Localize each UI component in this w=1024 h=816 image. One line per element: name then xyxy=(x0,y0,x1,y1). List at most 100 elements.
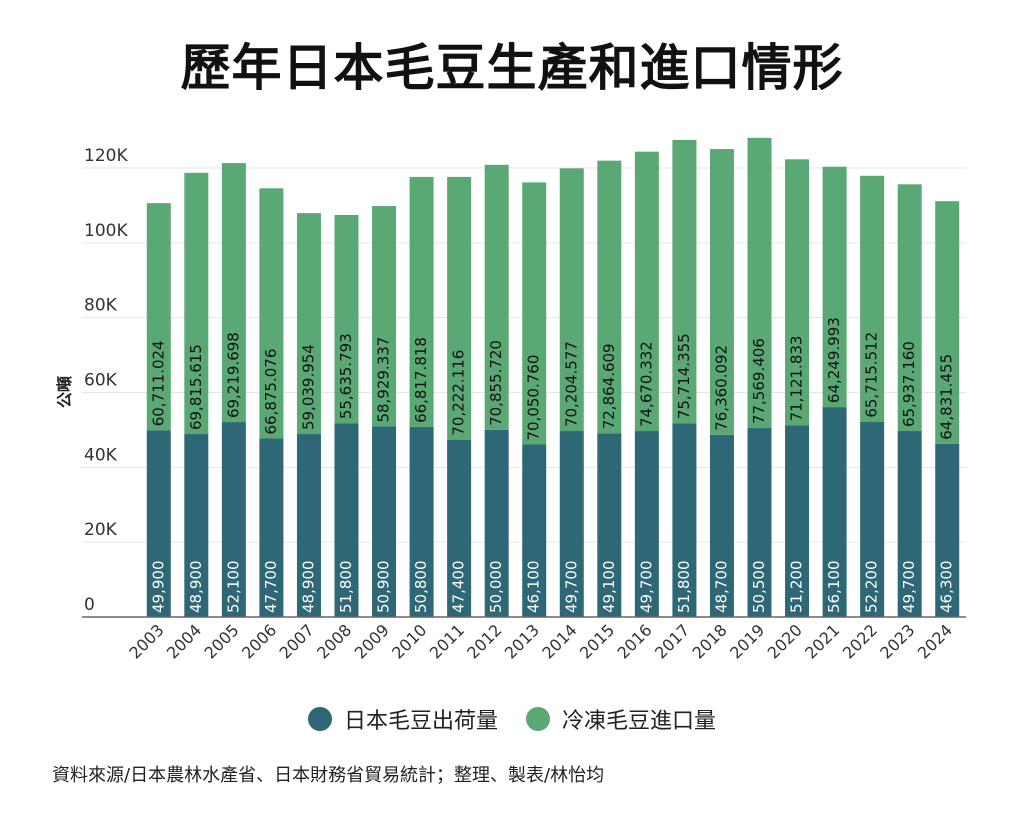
x-tick-label: 2006 xyxy=(238,620,280,662)
bar-domestic-2010 xyxy=(409,426,434,617)
bar-domestic-2008 xyxy=(334,423,359,617)
x-tick-label: 2010 xyxy=(388,620,430,662)
data-label-domestic: 49,900 xyxy=(149,561,167,614)
legend-label-domestic: 日本毛豆出荷量 xyxy=(343,709,498,734)
data-label-import: 69,219.698 xyxy=(224,332,242,418)
bar-import-2023 xyxy=(897,184,922,432)
x-tick-label: 2020 xyxy=(764,620,806,662)
bar-import-2004 xyxy=(184,172,209,435)
data-label-import: 71,121.833 xyxy=(788,336,806,422)
x-tick-label: 2023 xyxy=(876,620,918,662)
data-label-import: 66,817.818 xyxy=(412,337,430,423)
data-label-import: 64,249.993 xyxy=(825,317,843,403)
bar-domestic-2017 xyxy=(672,423,697,617)
data-label-domestic: 51,800 xyxy=(337,561,355,614)
x-tick-label: 2003 xyxy=(125,620,167,662)
x-tick-label: 2007 xyxy=(276,620,318,662)
data-label-domestic: 47,400 xyxy=(450,561,468,614)
bar-import-2016 xyxy=(634,151,659,432)
data-label-import: 55,635.793 xyxy=(337,333,355,419)
bar-import-2006 xyxy=(259,188,284,439)
bar-import-2007 xyxy=(296,213,321,435)
x-tick-label: 2016 xyxy=(613,620,655,662)
data-label-import: 60,711.024 xyxy=(149,340,167,426)
x-tick-label: 2019 xyxy=(726,620,768,662)
x-tick-label: 2022 xyxy=(839,620,881,662)
data-label-import: 70,050.760 xyxy=(525,355,543,441)
data-label-import: 70,204.577 xyxy=(562,341,580,427)
data-label-domestic: 50,900 xyxy=(375,561,393,614)
data-label-domestic: 46,100 xyxy=(525,561,543,614)
x-tick-label: 2018 xyxy=(689,620,731,662)
data-label-import: 77,569.406 xyxy=(750,338,768,424)
bar-import-2012 xyxy=(484,164,509,430)
x-tick-label: 2004 xyxy=(163,620,205,662)
legend-item-domestic[interactable]: 日本毛豆出荷量 xyxy=(307,703,498,735)
data-label-domestic: 49,700 xyxy=(562,561,580,614)
stacked-bar-chart: 0 20K 40K 60K 80K 100K 120K 公噸 49,900 60,711.024 2… xyxy=(55,137,966,663)
data-label-domestic: 51,200 xyxy=(788,561,806,614)
bar-domestic-2018 xyxy=(709,434,734,617)
data-label-import: 58,929.337 xyxy=(375,337,393,423)
data-label-import: 65,937.160 xyxy=(900,341,918,427)
data-label-domestic: 48,900 xyxy=(299,561,317,614)
bar-import-2019 xyxy=(747,137,772,429)
legend-swatch-import xyxy=(526,707,550,731)
y-tick-label: 120K xyxy=(84,146,128,166)
legend: 日本毛豆出荷量 冷凍毛豆進口量 xyxy=(0,703,1024,735)
bar-import-2003 xyxy=(146,203,171,431)
bar-domestic-2019 xyxy=(747,428,772,617)
bar-import-2021 xyxy=(822,166,847,408)
bar-import-2009 xyxy=(372,206,397,427)
data-label-import: 65,715.512 xyxy=(863,332,881,418)
data-label-import: 69,815.615 xyxy=(187,344,205,430)
bar-domestic-2022 xyxy=(860,421,885,617)
data-label-domestic: 46,300 xyxy=(938,561,956,614)
data-label-domestic: 49,700 xyxy=(637,561,655,614)
bar-domestic-2012 xyxy=(484,429,509,617)
data-label-domestic: 50,800 xyxy=(412,561,430,614)
bar-import-2020 xyxy=(785,159,810,426)
x-tick-label: 2011 xyxy=(426,620,468,662)
source-note: 資料來源/日本農林水產省、日本財務省貿易統計；整理、製表/林怡均 xyxy=(52,765,605,786)
data-label-import: 75,714.355 xyxy=(675,333,693,419)
data-label-domestic: 48,700 xyxy=(712,561,730,614)
bar-domestic-2009 xyxy=(372,426,397,617)
x-tick-label: 2013 xyxy=(501,620,543,662)
bar-import-2010 xyxy=(409,176,434,427)
y-axis-title: 公噸 xyxy=(55,376,74,408)
y-tick-label: 40K xyxy=(84,445,118,465)
data-label-domestic: 48,900 xyxy=(187,561,205,614)
data-label-import: 70,855.720 xyxy=(487,340,505,426)
x-tick-label: 2012 xyxy=(463,620,505,662)
bar-import-2014 xyxy=(559,168,584,432)
bar-import-2017 xyxy=(672,139,697,424)
x-tick-label: 2024 xyxy=(914,620,956,662)
chart-title: 歷年日本毛豆生產和進口情形 xyxy=(180,39,844,97)
legend-swatch-domestic xyxy=(307,707,332,731)
bar-domestic-2016 xyxy=(634,431,659,617)
bar-domestic-2015 xyxy=(597,433,622,617)
bar-domestic-2005 xyxy=(221,422,246,617)
bar-import-2008 xyxy=(334,215,359,424)
bar-domestic-2020 xyxy=(785,425,810,617)
data-label-import: 70,222.116 xyxy=(450,350,468,436)
legend-item-import[interactable]: 冷凍毛豆進口量 xyxy=(526,703,716,735)
x-tick-label: 2008 xyxy=(313,620,355,662)
data-label-import: 76,360.092 xyxy=(712,345,730,431)
data-label-domestic: 49,700 xyxy=(900,561,918,614)
bar-import-2024 xyxy=(935,201,960,444)
bar-domestic-2004 xyxy=(184,434,209,617)
data-label-domestic: 50,500 xyxy=(750,561,768,614)
y-tick-label: 20K xyxy=(84,520,118,540)
x-tick-label: 2005 xyxy=(200,620,242,662)
bar-domestic-2003 xyxy=(146,430,171,617)
data-label-domestic: 47,700 xyxy=(262,561,280,614)
x-tick-label: 2015 xyxy=(576,620,618,662)
y-tick-label: 0 xyxy=(84,595,95,615)
y-tick-label: 80K xyxy=(84,296,118,316)
bar-domestic-2011 xyxy=(447,439,472,617)
x-tick-label: 2017 xyxy=(651,620,693,662)
bar-import-2011 xyxy=(447,176,472,440)
data-label-import: 64,831.455 xyxy=(938,354,956,440)
